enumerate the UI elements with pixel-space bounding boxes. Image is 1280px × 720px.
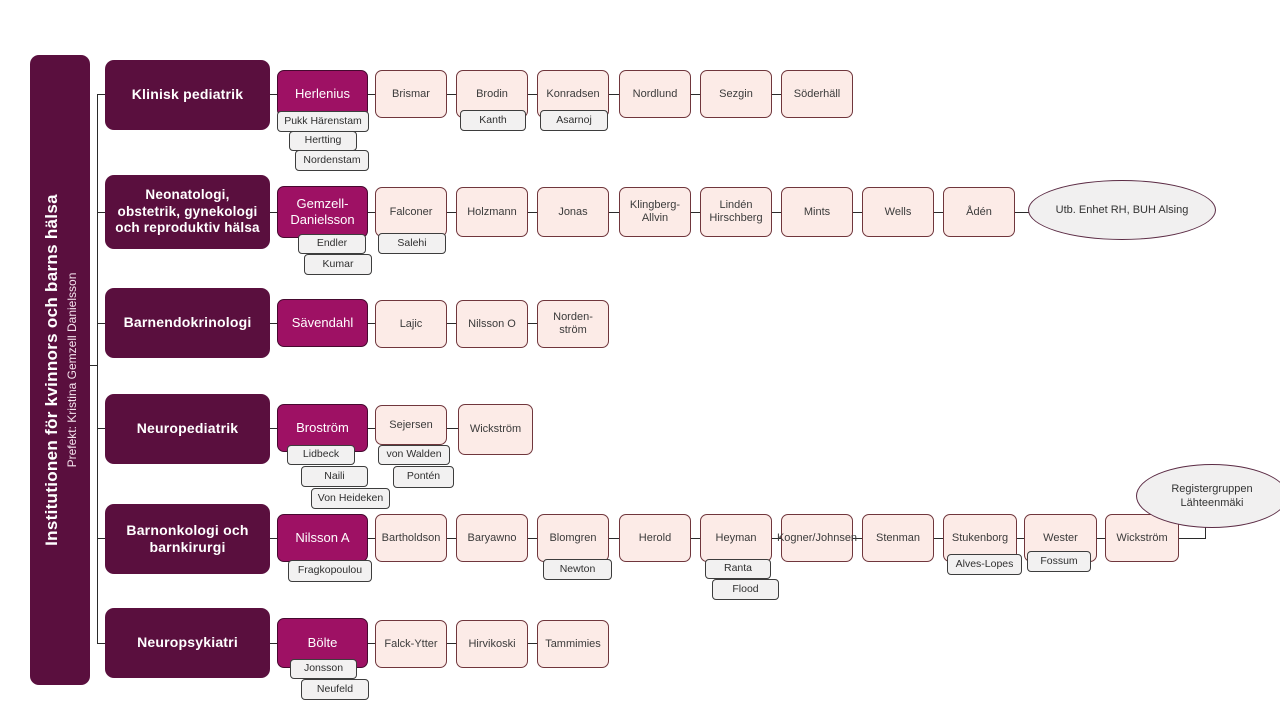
- rootbar-connector-line: [89, 365, 98, 366]
- unit-ellipse-registergruppen: Registergruppen Lähteenmäki: [1136, 464, 1280, 528]
- sub-naili: Naili: [301, 466, 368, 487]
- sub-kumar: Kumar: [304, 254, 372, 275]
- member-tammimies: Tammimies: [537, 620, 609, 668]
- member-falck-ytter: Falck-Ytter: [375, 620, 447, 668]
- leader-nilsson-a: Nilsson A: [277, 514, 368, 562]
- sub-ranta: Ranta: [705, 559, 771, 579]
- leader-savendahl: Sävendahl: [277, 299, 368, 347]
- member-heyman: Heyman: [700, 514, 772, 562]
- institution-root-bar: Institutionen för kvinnors och barns häl…: [30, 55, 90, 685]
- dept-barnonkologi-barnkirurgi: Barnonkologi och barnkirurgi: [105, 504, 270, 574]
- dept-barnendokrinologi: Barnendokrinologi: [105, 288, 270, 358]
- member-aden: Ådén: [943, 187, 1015, 237]
- sub-endler: Endler: [298, 234, 366, 254]
- sub-alves-lopes: Alves-Lopes: [947, 554, 1022, 575]
- member-bartholdson: Bartholdson: [375, 514, 447, 562]
- dept-neuropediatrik: Neuropediatrik: [105, 394, 270, 464]
- sub-hertting: Hertting: [289, 131, 357, 151]
- member-soderhall: Söderhäll: [781, 70, 853, 118]
- leader-herlenius: Herlenius: [277, 70, 368, 117]
- dept-klinisk-pediatrik: Klinisk pediatrik: [105, 60, 270, 130]
- sub-jonsson: Jonsson: [290, 659, 357, 679]
- trunk-connector-line: [97, 94, 98, 643]
- member-lajic: Lajic: [375, 300, 447, 348]
- member-mints: Mints: [781, 187, 853, 237]
- sub-fragkopoulou: Fragkopoulou: [288, 560, 372, 582]
- institution-root-text: Institutionen för kvinnors och barns häl…: [30, 55, 90, 685]
- institution-prefekt-subtitle: Prefekt: Kristina Gemzell Danielsson: [64, 272, 79, 468]
- member-kogner-johnsen: Kogner/Johnsen: [777, 514, 857, 562]
- member-baryawno: Baryawno: [456, 514, 528, 562]
- member-brismar: Brismar: [375, 70, 447, 118]
- member-wells: Wells: [862, 187, 934, 237]
- sub-neufeld: Neufeld: [301, 679, 369, 700]
- sub-asarnoj: Asarnoj: [540, 110, 608, 131]
- member-norden-strom: Norden-ström: [537, 300, 609, 348]
- sub-salehi: Salehi: [378, 233, 446, 254]
- member-blomgren: Blomgren: [537, 514, 609, 562]
- member-stenman: Stenman: [862, 514, 934, 562]
- dept-neonatologi-obstetrik: Neonatologi, obstetrik, gynekologi och r…: [105, 175, 270, 249]
- sub-von-walden: von Walden: [378, 445, 450, 465]
- leader-brostrom: Broström: [277, 404, 368, 452]
- member-wickstrom-neuro: Wickström: [458, 404, 533, 455]
- member-linden-hirschberg: Lindén Hirschberg: [700, 187, 772, 237]
- sub-pukk-harenstam: Pukk Härenstam: [277, 111, 369, 132]
- member-nilsson-o: Nilsson O: [456, 300, 528, 348]
- member-jonas: Jonas: [537, 187, 609, 237]
- member-falconer: Falconer: [375, 187, 447, 237]
- dept-neuropsykiatri: Neuropsykiatri: [105, 608, 270, 678]
- member-holzmann: Holzmann: [456, 187, 528, 237]
- ellipse2-elbow-hline: [1177, 538, 1205, 539]
- member-sejersen: Sejersen: [375, 405, 447, 445]
- sub-von-heideken: Von Heideken: [311, 488, 390, 509]
- sub-kanth: Kanth: [460, 110, 526, 131]
- leader-gemzell-danielsson: Gemzell-Danielsson: [277, 186, 368, 238]
- sub-lidbeck: Lidbeck: [287, 445, 355, 465]
- institution-title: Institutionen för kvinnors och barns häl…: [41, 194, 61, 546]
- member-herold: Herold: [619, 514, 691, 562]
- sub-newton: Newton: [543, 559, 612, 580]
- member-hirvikoski: Hirvikoski: [456, 620, 528, 668]
- member-klingberg-allvin: Klingberg-Allvin: [619, 187, 691, 237]
- unit-ellipse-utb-enhet: Utb. Enhet RH, BUH Alsing: [1028, 180, 1216, 240]
- sub-nordenstam: Nordenstam: [295, 150, 369, 171]
- member-nordlund: Nordlund: [619, 70, 691, 118]
- member-sezgin: Sezgin: [700, 70, 772, 118]
- sub-fossum: Fossum: [1027, 551, 1091, 572]
- sub-flood: Flood: [712, 579, 779, 600]
- member-wickstrom-onko: Wickström: [1105, 514, 1179, 562]
- ellipse2-elbow-vline: [1205, 527, 1206, 539]
- sub-ponten: Pontén: [393, 466, 454, 488]
